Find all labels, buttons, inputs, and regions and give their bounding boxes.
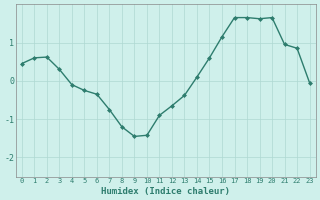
X-axis label: Humidex (Indice chaleur): Humidex (Indice chaleur) <box>101 187 230 196</box>
